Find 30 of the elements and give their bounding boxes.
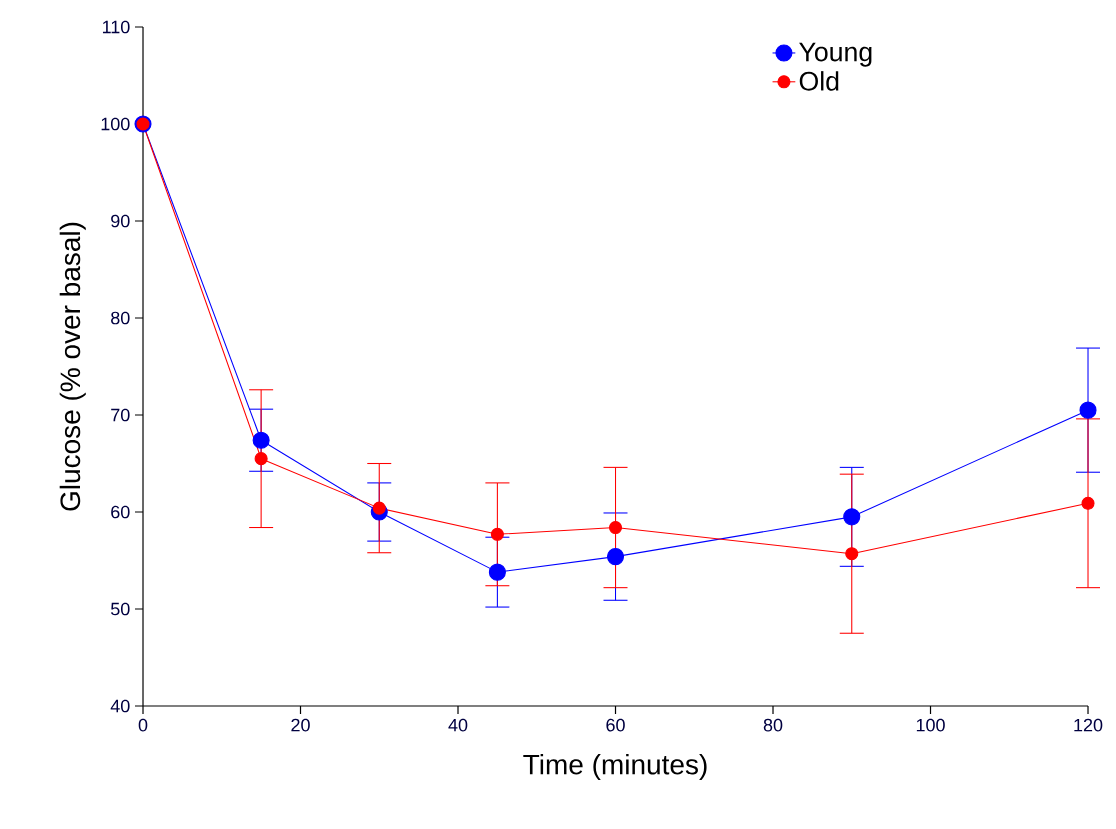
point [1081, 496, 1095, 510]
point [606, 548, 625, 566]
point [845, 547, 859, 561]
point [608, 520, 623, 535]
x-tick-label: 120 [1074, 718, 1103, 732]
point [490, 527, 504, 541]
x-tick-label: 0 [138, 718, 148, 732]
y-tick-label: 60 [111, 505, 130, 519]
x-tick-label: 40 [448, 718, 468, 732]
legend-label: Old [799, 71, 839, 91]
legend-label: Young [799, 42, 872, 67]
x-tick-label: 80 [763, 718, 783, 732]
point [843, 508, 861, 526]
x-axis-title: Time (minutes) [523, 753, 707, 781]
y-tick-label: 90 [111, 214, 130, 228]
point [372, 501, 386, 515]
y-tick-label: 80 [111, 311, 130, 325]
x-tick-label: 100 [916, 718, 945, 732]
point [254, 452, 268, 466]
y-axis-title: Glucose (% over basal) [59, 222, 86, 511]
y-tick-label: 100 [101, 117, 130, 131]
x-tick-label: 20 [291, 718, 310, 732]
y-tick-label: 110 [102, 20, 130, 34]
point [1079, 401, 1097, 419]
y-tick-label: 50 [110, 602, 130, 616]
point [252, 431, 270, 449]
point [488, 563, 506, 581]
y-tick-label: 40 [110, 699, 130, 713]
y-tick-label: 70 [111, 408, 130, 422]
x-tick-label: 60 [606, 718, 625, 732]
